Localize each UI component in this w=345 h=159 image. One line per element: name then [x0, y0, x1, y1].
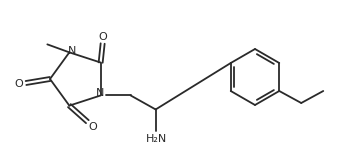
- Text: H₂N: H₂N: [146, 135, 167, 145]
- Text: O: O: [14, 79, 23, 89]
- Text: N: N: [96, 88, 104, 98]
- Text: O: O: [98, 31, 107, 41]
- Text: O: O: [88, 122, 97, 132]
- Text: N: N: [68, 46, 77, 56]
